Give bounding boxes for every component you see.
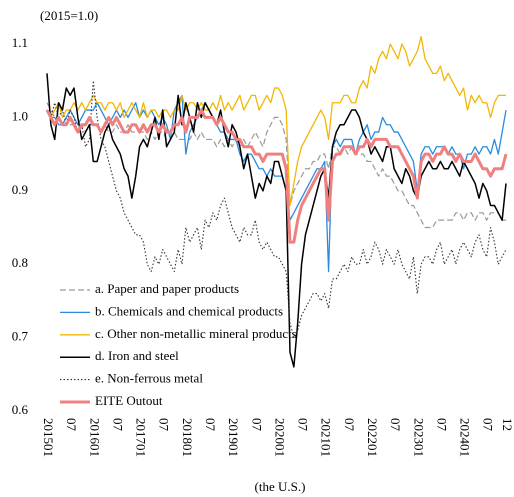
x-tick-label: 07 [296, 418, 311, 432]
legend-label: d. Iron and steel [95, 348, 179, 363]
x-tick-label: 202001 [272, 418, 287, 457]
y-tick-label: 0.6 [12, 402, 29, 417]
legend-label: c. Other non-metallic mineral products [95, 326, 297, 341]
x-tick-label: 07 [64, 418, 79, 432]
series-line [46, 94, 507, 273]
x-tick-label: 201601 [87, 418, 102, 457]
x-tick-label: 201901 [226, 418, 241, 457]
x-tick-label: 201801 [180, 418, 195, 457]
x-tick-label: 07 [203, 418, 218, 432]
x-tick-label: 202201 [365, 418, 380, 457]
x-tick-label: 07 [434, 418, 449, 432]
x-tick-label: 07 [481, 418, 496, 432]
x-tick-label: 201701 [134, 418, 149, 457]
y-tick-label: 1.0 [12, 108, 28, 123]
x-tick-label: 07 [249, 418, 264, 432]
y-tick-label: 0.9 [12, 182, 28, 197]
series-line [46, 73, 507, 368]
x-tick-label: 202301 [411, 418, 426, 457]
x-tick-label: 202401 [458, 418, 473, 457]
y-tick-label: 0.8 [12, 255, 28, 270]
x-tick-label: 07 [388, 418, 403, 432]
x-tick-label: 201501 [41, 418, 56, 457]
y-tick-label: 1.1 [12, 35, 28, 50]
series-line [45, 108, 508, 244]
y-tick-label: 0.7 [12, 329, 29, 344]
legend-label: e. Non-ferrous metal [95, 371, 203, 386]
x-tick-label: 07 [157, 418, 172, 432]
series-line [46, 36, 506, 207]
legend-label: EITE Outout [95, 393, 163, 408]
x-tick-label: 07 [110, 418, 125, 432]
unit-note: (2015=1.0) [40, 8, 98, 23]
legend-label: a. Paper and paper products [95, 281, 239, 296]
x-tick-label: 202101 [319, 418, 334, 457]
x-tick-label: 12 [500, 418, 514, 431]
series-line [46, 80, 507, 339]
x-tick-label: 07 [342, 418, 357, 432]
legend-label: b. Chemicals and chemical products [95, 303, 283, 318]
region-note: (the U.S.) [255, 479, 306, 494]
